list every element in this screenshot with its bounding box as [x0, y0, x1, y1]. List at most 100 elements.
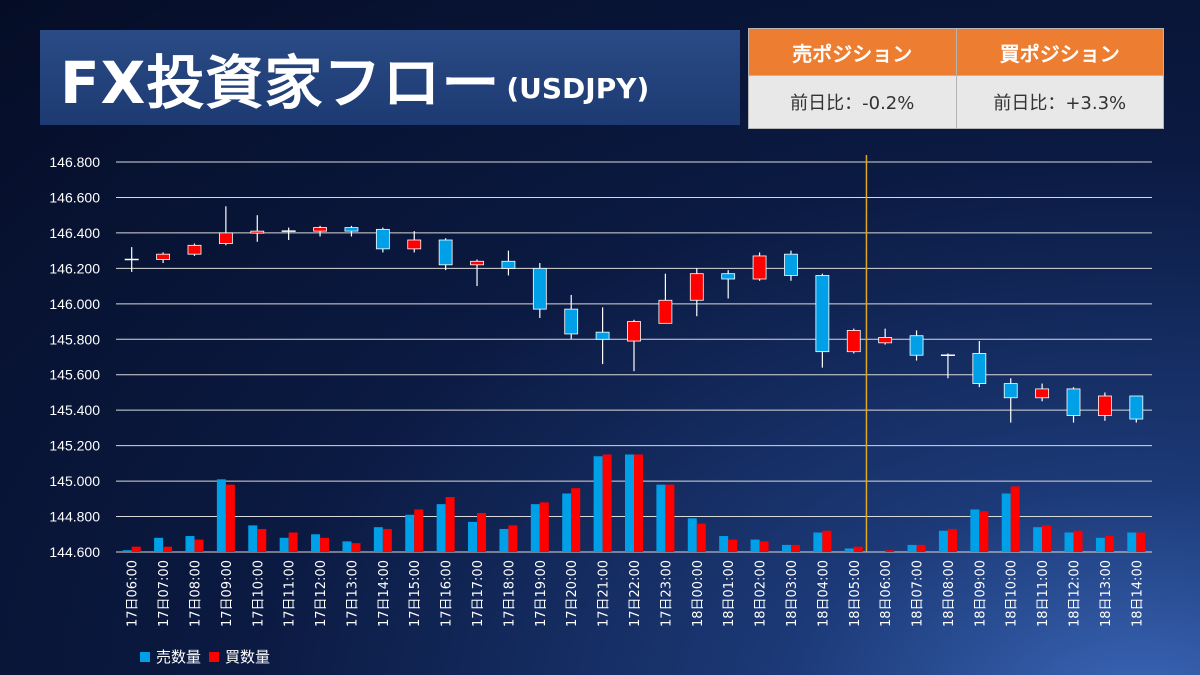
- x-tick-label: 17日11:00: [283, 560, 298, 627]
- x-tick-label: 17日23:00: [659, 560, 674, 627]
- buy-volume-bar: [634, 454, 643, 552]
- candle-body: [1098, 395, 1112, 416]
- buy-volume-bar: [822, 530, 832, 552]
- buy-volume-bar: [382, 528, 392, 552]
- candle-body: [1003, 383, 1018, 399]
- sell-volume-bar: [656, 484, 666, 552]
- candle-body: [909, 335, 924, 356]
- sell-volume-bar: [248, 525, 258, 552]
- x-tick-label: 17日10:00: [251, 560, 266, 627]
- candle-body: [689, 273, 704, 301]
- sell-volume-bar: [1033, 527, 1043, 552]
- candle-body: [501, 260, 516, 269]
- candle-body: [407, 239, 422, 250]
- buy-volume-bar: [131, 546, 141, 552]
- buy-volume-bar: [194, 539, 204, 552]
- y-tick-label: 144.600: [49, 544, 100, 560]
- candle-body: [156, 253, 170, 260]
- chart-legend: 売数量 買数量: [140, 646, 270, 667]
- y-tick-label: 146.400: [49, 225, 100, 241]
- x-tick-label: 17日12:00: [314, 560, 329, 627]
- x-tick-label: 18日04:00: [816, 560, 831, 627]
- x-tick-label: 17日20:00: [565, 560, 580, 627]
- candle-body: [375, 228, 390, 250]
- x-tick-label: 17日17:00: [471, 560, 486, 627]
- x-tick-label: 17日19:00: [534, 560, 549, 627]
- sell-volume-bar: [216, 479, 226, 552]
- y-tick-label: 145.400: [49, 402, 100, 418]
- buy-volume-bar: [163, 546, 173, 552]
- sell-volume-bar: [530, 504, 540, 552]
- buy-volume-bar: [728, 539, 738, 552]
- candle-body: [1035, 388, 1050, 399]
- sell-volume-bar: [185, 536, 195, 552]
- sell-volume-bar: [342, 541, 352, 552]
- x-tick-label: 17日18:00: [502, 560, 517, 627]
- buy-volume-bar: [790, 544, 800, 552]
- y-tick-label: 145.600: [49, 367, 100, 383]
- candle-body: [752, 255, 767, 280]
- candle-body: [846, 330, 861, 353]
- buy-volume-bar: [602, 454, 612, 552]
- x-tick-label: 17日15:00: [408, 560, 423, 627]
- buy-volume-bar: [1010, 486, 1020, 552]
- sell-volume-bar: [1064, 532, 1074, 552]
- sell-volume-bar: [562, 493, 572, 552]
- sell-volume-bar: [1095, 537, 1105, 552]
- buy-volume-bar: [225, 484, 235, 552]
- x-tick-label: 18日00:00: [691, 560, 706, 627]
- y-tick-label: 146.000: [49, 296, 100, 312]
- x-tick-label: 17日21:00: [597, 560, 612, 627]
- buy-volume-bar: [288, 532, 298, 552]
- sell-volume-bar: [907, 544, 917, 552]
- x-tick-label: 18日05:00: [848, 560, 863, 627]
- candle-body: [344, 227, 359, 232]
- buy-volume-bar: [257, 528, 267, 552]
- buy-volume-bar: [1136, 532, 1146, 552]
- position-value-row: 前日比：-0.2% 前日比：+3.3%: [748, 75, 1164, 129]
- buy-volume-bar: [320, 537, 330, 552]
- candle-body: [1129, 395, 1144, 420]
- currency-pair-label: (USDJPY): [506, 72, 650, 105]
- sell-position-change: 前日比：-0.2%: [748, 75, 957, 129]
- sell-volume-bar: [279, 537, 289, 552]
- candle-body: [627, 321, 641, 342]
- buy-volume-bar: [759, 541, 769, 552]
- sell-volume-bar: [499, 528, 509, 552]
- candle-body: [532, 267, 547, 310]
- candle-body: [658, 299, 673, 324]
- buy-volume-bar: [477, 513, 487, 552]
- x-tick-label: 17日09:00: [220, 560, 235, 627]
- y-tick-label: 145.800: [49, 331, 100, 347]
- x-tick-label: 18日11:00: [1036, 560, 1051, 627]
- y-tick-label: 146.800: [49, 154, 100, 170]
- sell-volume-bar: [311, 534, 321, 552]
- sell-volume-bar: [154, 537, 164, 552]
- buy-volume-bar: [1042, 525, 1052, 552]
- buy-volume-bar: [351, 543, 361, 552]
- sell-volume-bar: [1127, 532, 1137, 552]
- sell-volume-bar: [373, 527, 383, 552]
- sell-volume-bar: [405, 514, 415, 552]
- candle-body: [564, 308, 579, 335]
- candle-body: [1066, 388, 1081, 416]
- sell-volume-bar: [719, 536, 729, 552]
- x-tick-label: 18日07:00: [911, 560, 926, 627]
- candle-body: [721, 273, 736, 280]
- x-tick-label: 17日07:00: [157, 560, 172, 627]
- buy-volume-bar: [853, 546, 863, 552]
- x-tick-label: 18日14:00: [1130, 560, 1145, 627]
- candle-body: [815, 275, 830, 353]
- sell-volume-bar: [970, 509, 980, 552]
- position-header-row: 売ポジション 買ポジション: [748, 28, 1164, 76]
- x-tick-label: 18日13:00: [1099, 560, 1114, 627]
- candle-body: [218, 232, 233, 244]
- buy-volume-bar: [539, 502, 549, 552]
- y-tick-label: 146.600: [49, 189, 100, 205]
- candle-body: [878, 337, 893, 344]
- title-banner: FX投資家フロー (USDJPY): [40, 30, 740, 125]
- x-tick-label: 17日13:00: [345, 560, 360, 627]
- x-tick-label: 18日02:00: [754, 560, 769, 627]
- sell-volume-bar: [1001, 493, 1011, 552]
- legend-sell-label: 売数量: [156, 648, 202, 666]
